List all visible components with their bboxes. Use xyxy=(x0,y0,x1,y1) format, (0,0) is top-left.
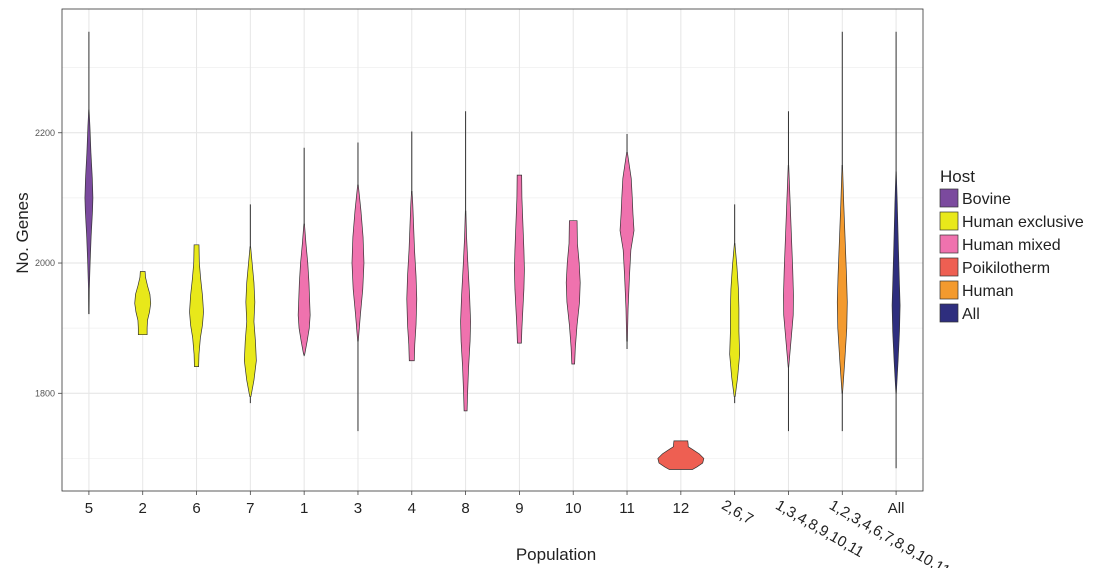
y-tick-label: 2000 xyxy=(35,258,55,268)
violin-2 xyxy=(134,271,152,336)
violin-11 xyxy=(619,134,635,350)
violin-body xyxy=(619,151,635,342)
violin-12 xyxy=(657,440,705,470)
legend-title: Host xyxy=(940,167,975,186)
violin-All xyxy=(891,31,901,469)
violin-body xyxy=(729,243,741,397)
legend: Host Bovine Human exclusive Human mixed Poi… xyxy=(939,167,1084,323)
x-tick-label: 2 xyxy=(139,500,147,517)
violin-6 xyxy=(189,244,204,367)
legend-swatch xyxy=(939,234,959,254)
legend-swatch xyxy=(939,188,959,208)
violin-body xyxy=(891,171,901,394)
violin-2,6,7 xyxy=(729,204,741,404)
legend-item-human-exclusive: Human exclusive xyxy=(939,211,1084,231)
violin-body xyxy=(836,164,848,394)
x-tick-label: 6 xyxy=(192,500,200,517)
violin-1 xyxy=(297,147,311,357)
y-tick-label: 1800 xyxy=(35,388,55,398)
x-tick-label: 10 xyxy=(565,500,582,517)
violin-body xyxy=(657,440,705,470)
violin-body xyxy=(297,223,311,355)
violin-8 xyxy=(460,111,471,412)
violins xyxy=(84,31,901,470)
legend-label: Human exclusive xyxy=(962,214,1084,231)
violin-9 xyxy=(514,174,525,344)
y-tick-label: 2200 xyxy=(35,128,55,138)
x-tick-label: 11 xyxy=(619,500,635,517)
violin-1,2,3,4,6,7,8,9,10,11 xyxy=(836,31,848,432)
y-axis-title: No. Genes xyxy=(13,192,32,273)
x-tick-label: 12 xyxy=(673,500,690,517)
legend-label: Bovine xyxy=(962,191,1011,208)
x-tick-label: All xyxy=(888,500,905,517)
y-axis-ticks: 1800 2000 2200 xyxy=(35,128,62,398)
violin-10 xyxy=(565,220,581,365)
violin-4 xyxy=(406,131,418,362)
legend-item-poikilotherm: Poikilotherm xyxy=(939,257,1050,277)
legend-swatch xyxy=(939,280,959,300)
x-tick-label: 8 xyxy=(461,500,469,517)
legend-swatch xyxy=(939,257,959,277)
violin-5 xyxy=(84,31,94,315)
x-tick-label: 7 xyxy=(246,500,254,517)
violin-body xyxy=(514,174,525,344)
x-tick-label: 5 xyxy=(85,500,93,517)
violin-body xyxy=(84,109,94,315)
legend-label: All xyxy=(962,306,980,323)
legend-label: Poikilotherm xyxy=(962,260,1050,277)
x-tick-label: 9 xyxy=(515,500,523,517)
x-tick-label: 4 xyxy=(408,500,416,517)
violin-body xyxy=(460,210,471,412)
violin-body xyxy=(783,164,794,368)
violin-body xyxy=(565,220,581,365)
x-tick-label: 1 xyxy=(300,500,308,517)
violin-body xyxy=(351,184,365,342)
x-tick-label: 3 xyxy=(354,500,362,517)
legend-label: Human mixed xyxy=(962,237,1061,254)
violin-body xyxy=(134,271,152,336)
legend-swatch xyxy=(939,303,959,323)
violin-7 xyxy=(243,204,257,404)
legend-item-bovine: Bovine xyxy=(939,188,1011,208)
legend-item-all: All xyxy=(939,303,980,323)
violin-body xyxy=(189,244,204,367)
violin-body xyxy=(243,246,257,397)
legend-item-human-mixed: Human mixed xyxy=(939,234,1061,254)
plot-panel-border xyxy=(61,8,924,492)
legend-swatch xyxy=(939,211,959,231)
legend-label: Human xyxy=(962,283,1014,300)
violin-body xyxy=(406,191,418,362)
violin-1,3,4,8,9,10,11 xyxy=(783,111,794,432)
legend-item-human: Human xyxy=(939,280,1014,300)
violin-3 xyxy=(351,142,365,432)
x-axis-title: Population xyxy=(516,545,596,564)
legend-entries: Bovine Human exclusive Human mixed Poikilot… xyxy=(939,188,1084,323)
